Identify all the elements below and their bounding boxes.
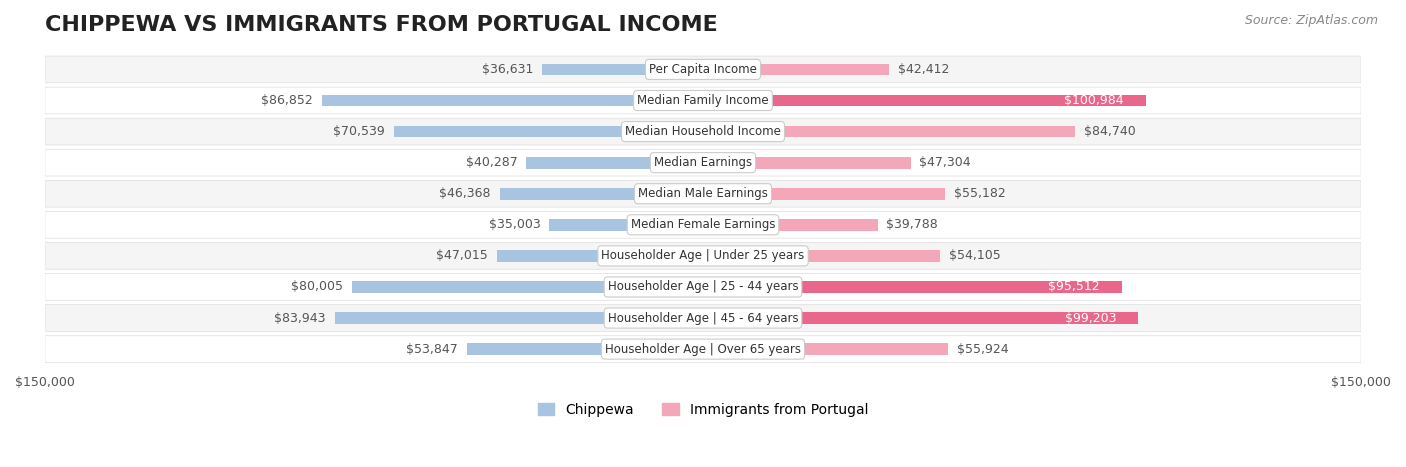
Text: $40,287: $40,287 — [465, 156, 517, 169]
Text: CHIPPEWA VS IMMIGRANTS FROM PORTUGAL INCOME: CHIPPEWA VS IMMIGRANTS FROM PORTUGAL INC… — [45, 15, 717, 35]
Text: $42,412: $42,412 — [898, 63, 949, 76]
FancyBboxPatch shape — [45, 118, 1361, 145]
Bar — [352, 281, 703, 293]
Text: $47,015: $47,015 — [436, 249, 488, 262]
Bar — [322, 95, 703, 106]
Bar — [467, 343, 703, 355]
Text: Householder Age | Over 65 years: Householder Age | Over 65 years — [605, 343, 801, 355]
Bar — [703, 64, 889, 75]
Text: $86,852: $86,852 — [262, 94, 314, 107]
FancyBboxPatch shape — [45, 242, 1361, 269]
Text: $36,631: $36,631 — [482, 63, 533, 76]
FancyBboxPatch shape — [45, 304, 1361, 332]
Text: Median Earnings: Median Earnings — [654, 156, 752, 169]
Text: Householder Age | Under 25 years: Householder Age | Under 25 years — [602, 249, 804, 262]
Bar — [335, 312, 703, 324]
Text: $99,203: $99,203 — [1064, 311, 1116, 325]
Text: $83,943: $83,943 — [274, 311, 326, 325]
Text: Median Household Income: Median Household Income — [626, 125, 780, 138]
Bar — [703, 281, 1122, 293]
FancyBboxPatch shape — [45, 336, 1361, 362]
Text: $80,005: $80,005 — [291, 281, 343, 293]
Text: Householder Age | 25 - 44 years: Householder Age | 25 - 44 years — [607, 281, 799, 293]
Bar — [703, 343, 948, 355]
FancyBboxPatch shape — [45, 56, 1361, 83]
FancyBboxPatch shape — [45, 149, 1361, 176]
Text: $47,304: $47,304 — [920, 156, 972, 169]
Text: $35,003: $35,003 — [489, 218, 541, 231]
FancyBboxPatch shape — [45, 212, 1361, 238]
Bar — [496, 250, 703, 262]
Text: Source: ZipAtlas.com: Source: ZipAtlas.com — [1244, 14, 1378, 27]
Bar — [526, 157, 703, 169]
Text: $100,984: $100,984 — [1064, 94, 1123, 107]
Text: $53,847: $53,847 — [406, 343, 458, 355]
Text: Median Family Income: Median Family Income — [637, 94, 769, 107]
Bar — [703, 126, 1074, 137]
Text: $55,182: $55,182 — [953, 187, 1005, 200]
Text: $70,539: $70,539 — [333, 125, 385, 138]
Legend: Chippewa, Immigrants from Portugal: Chippewa, Immigrants from Portugal — [533, 397, 873, 422]
Text: $84,740: $84,740 — [1084, 125, 1135, 138]
Bar — [550, 219, 703, 231]
Text: $55,924: $55,924 — [957, 343, 1008, 355]
Bar — [499, 188, 703, 199]
Text: Median Female Earnings: Median Female Earnings — [631, 218, 775, 231]
FancyBboxPatch shape — [45, 274, 1361, 300]
Bar — [703, 250, 941, 262]
Text: $54,105: $54,105 — [949, 249, 1001, 262]
Text: Median Male Earnings: Median Male Earnings — [638, 187, 768, 200]
Bar — [703, 312, 1139, 324]
Bar — [703, 95, 1146, 106]
Text: $46,368: $46,368 — [439, 187, 491, 200]
Text: $95,512: $95,512 — [1049, 281, 1099, 293]
Bar — [543, 64, 703, 75]
Bar — [703, 219, 877, 231]
Text: $39,788: $39,788 — [886, 218, 938, 231]
Bar — [394, 126, 703, 137]
Text: Per Capita Income: Per Capita Income — [650, 63, 756, 76]
Bar — [703, 157, 911, 169]
FancyBboxPatch shape — [45, 87, 1361, 114]
FancyBboxPatch shape — [45, 180, 1361, 207]
Bar — [703, 188, 945, 199]
Text: Householder Age | 45 - 64 years: Householder Age | 45 - 64 years — [607, 311, 799, 325]
